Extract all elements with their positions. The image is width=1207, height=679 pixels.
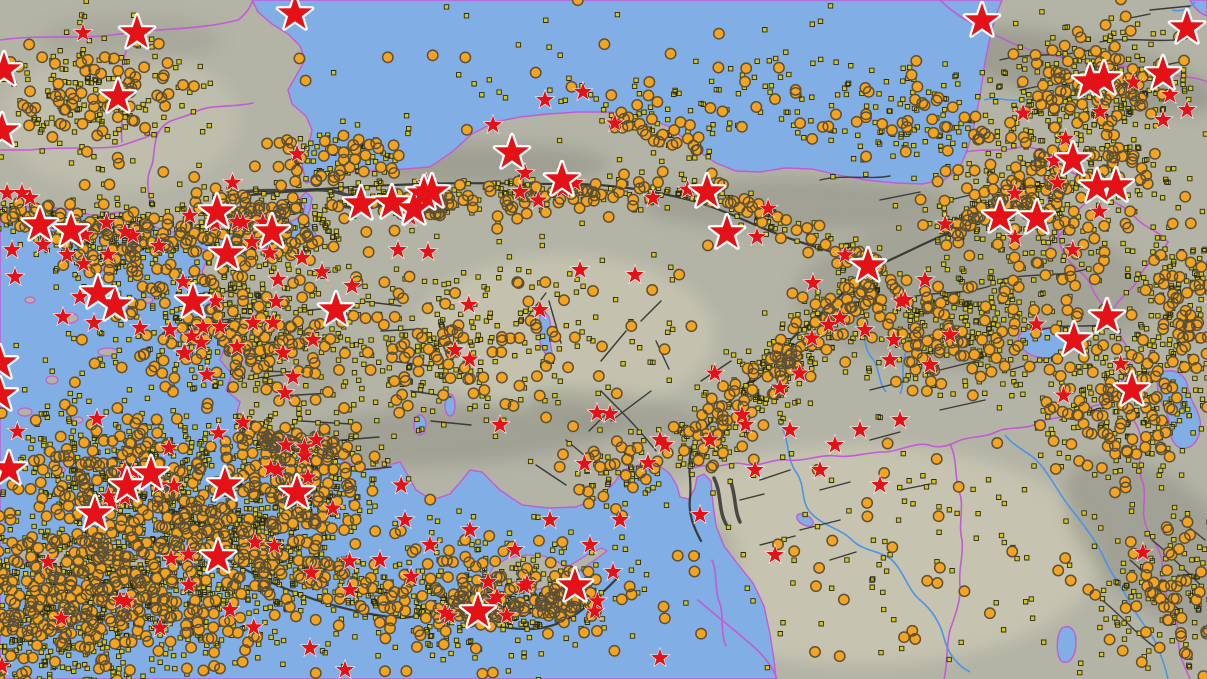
lake-tuz [538,311,553,359]
lake-tharthar [1056,626,1077,663]
zagros-mountains-shading [1063,457,1207,633]
island [17,407,33,417]
lake-egirdir [444,393,456,417]
island [45,375,59,385]
island [24,296,36,304]
central-plateau-shading [415,255,715,415]
major-earthquake-star-markers[interactable] [0,0,1207,629]
taurus-mountains-shading [275,402,625,468]
strong-earthquake-star-markers[interactable] [0,21,1207,679]
caspian-sea-corner [1189,0,1207,17]
